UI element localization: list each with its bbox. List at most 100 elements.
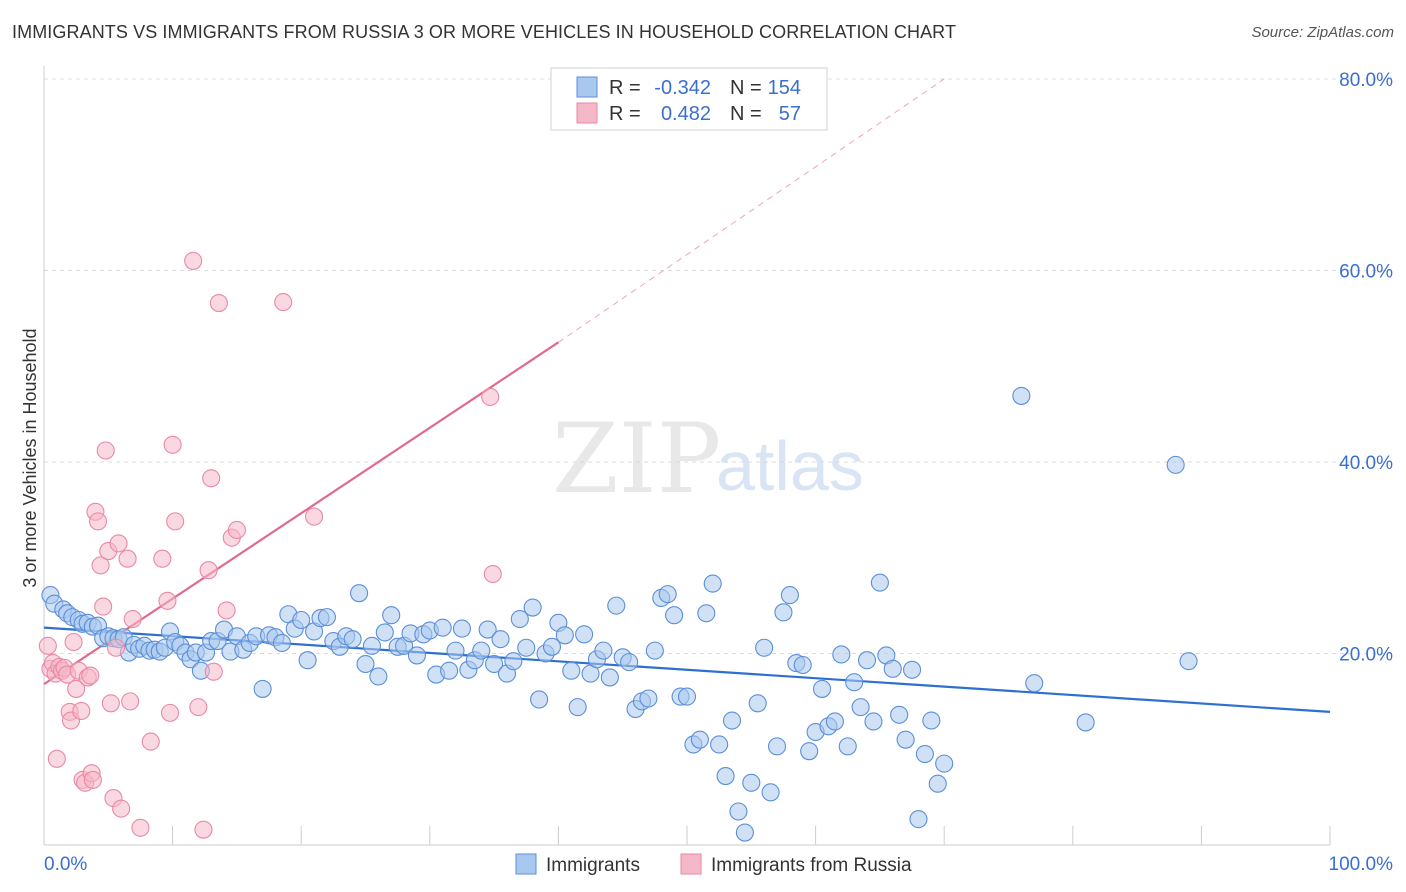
point-russia <box>112 799 131 818</box>
point-immigrants <box>478 620 497 639</box>
point-immigrants <box>735 823 754 842</box>
point-immigrants <box>523 598 542 617</box>
point-immigrants <box>864 712 883 731</box>
data-points <box>38 251 1198 842</box>
series-legend: Immigrants Immigrants from Russia <box>515 853 912 876</box>
y-tick-label: 60.0% <box>1339 262 1393 283</box>
point-immigrants <box>890 705 909 724</box>
point-immigrants <box>1025 674 1044 693</box>
point-russia <box>109 534 128 553</box>
point-russia <box>194 820 213 839</box>
zipatlas-watermark: ZIP atlas <box>552 403 864 515</box>
point-immigrants <box>530 690 549 709</box>
trend-extension-russia <box>558 78 945 343</box>
point-immigrants <box>510 609 529 629</box>
point-immigrants <box>562 661 581 680</box>
point-immigrants <box>767 737 787 756</box>
point-immigrants <box>851 698 870 717</box>
point-immigrants <box>253 679 272 698</box>
point-immigrants <box>722 711 742 730</box>
point-immigrants <box>928 774 947 793</box>
point-russia <box>184 251 203 270</box>
legend-n-label-1: N = <box>730 77 762 99</box>
point-immigrants <box>870 573 889 592</box>
point-immigrants <box>658 585 677 604</box>
y-tick-label: 80.0% <box>1339 70 1393 91</box>
point-russia <box>121 692 140 711</box>
point-immigrants <box>710 735 729 754</box>
watermark-zip: ZIP <box>552 403 721 515</box>
point-immigrants <box>780 586 799 605</box>
point-immigrants <box>375 623 394 642</box>
point-immigrants <box>812 679 832 698</box>
point-immigrants <box>857 651 877 670</box>
y-tick-label: 20.0% <box>1339 645 1393 666</box>
point-russia <box>202 469 221 488</box>
point-immigrants <box>909 810 928 829</box>
point-immigrants <box>935 754 954 773</box>
point-immigrants <box>317 608 336 627</box>
point-immigrants <box>356 654 375 674</box>
series-swatch-immigrants <box>515 853 537 875</box>
x-tick-label-min: 0.0% <box>44 854 87 875</box>
point-immigrants <box>594 641 613 660</box>
point-immigrants <box>452 619 472 638</box>
point-immigrants <box>607 596 626 615</box>
point-immigrants <box>697 604 716 623</box>
axes <box>43 66 1331 846</box>
point-immigrants <box>755 638 774 657</box>
point-russia <box>38 636 57 655</box>
point-immigrants <box>362 636 381 655</box>
point-russia <box>217 601 236 620</box>
point-immigrants <box>350 584 369 603</box>
point-immigrants <box>472 641 491 660</box>
point-russia <box>91 556 110 575</box>
series-swatch-russia <box>680 853 702 875</box>
chart-title: IMMIGRANTS VS IMMIGRANTS FROM RUSSIA 3 O… <box>12 22 957 42</box>
point-immigrants <box>1166 455 1185 474</box>
point-immigrants <box>902 660 922 679</box>
point-russia <box>67 679 86 698</box>
point-russia <box>118 549 137 568</box>
point-immigrants <box>915 744 934 764</box>
point-russia <box>153 549 172 568</box>
point-immigrants <box>485 654 504 674</box>
point-immigrants <box>491 630 510 649</box>
point-immigrants <box>369 667 388 686</box>
x-tick-label-max: 100.0% <box>1329 854 1394 875</box>
point-russia <box>47 749 66 768</box>
point-immigrants <box>555 626 574 645</box>
y-tick-label: 40.0% <box>1339 453 1393 474</box>
point-russia <box>305 507 324 526</box>
point-immigrants <box>729 802 748 821</box>
point-russia <box>96 441 115 460</box>
point-russia <box>123 609 142 629</box>
point-immigrants <box>542 637 562 656</box>
legend-r-value-2: 0.482 <box>661 103 711 125</box>
point-russia <box>481 387 500 406</box>
point-immigrants <box>446 641 465 660</box>
point-immigrants <box>825 712 844 731</box>
point-immigrants <box>832 645 851 664</box>
point-immigrants <box>896 730 915 749</box>
legend-n-label-2: N = <box>730 103 762 125</box>
point-immigrants <box>677 687 697 706</box>
point-immigrants <box>690 730 709 749</box>
point-russia <box>160 703 180 722</box>
point-russia <box>141 732 160 751</box>
point-immigrants <box>575 625 594 644</box>
trend-lines <box>43 78 1331 714</box>
legend-r-label-2: R = <box>609 103 641 125</box>
legend-n-value-1: 154 <box>768 77 801 99</box>
point-immigrants <box>774 603 793 622</box>
point-immigrants <box>440 661 459 680</box>
point-immigrants <box>600 668 619 687</box>
point-russia <box>483 564 502 584</box>
point-immigrants <box>407 646 426 665</box>
point-immigrants <box>639 689 658 708</box>
point-immigrants <box>568 698 587 717</box>
gridlines <box>44 78 1393 654</box>
point-immigrants <box>742 773 761 792</box>
point-immigrants <box>838 737 857 756</box>
point-immigrants <box>517 638 536 657</box>
